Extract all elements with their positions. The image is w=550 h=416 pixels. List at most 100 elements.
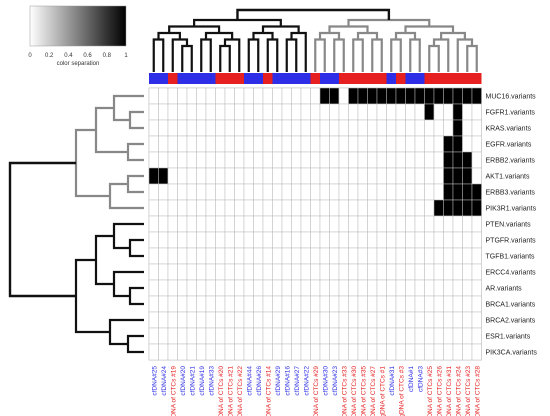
heatmap-cell <box>471 231 482 249</box>
heatmap-cell <box>272 279 283 297</box>
legend-tick-label: 0 <box>28 53 32 59</box>
heatmap-cell <box>291 151 302 169</box>
heatmap-cell <box>395 167 406 185</box>
heatmap-cell <box>234 199 245 217</box>
heatmap-cell <box>376 183 387 201</box>
heatmap-cell <box>262 343 273 361</box>
heatmap-cell <box>433 263 444 281</box>
dendrogram-branch <box>390 38 402 72</box>
column-label: cfDNA#24 <box>161 366 168 396</box>
heatmap-cell <box>262 311 273 329</box>
heatmap-cell <box>234 327 245 345</box>
heatmap-cell <box>300 199 311 217</box>
heatmap-cell <box>357 183 368 201</box>
heatmap-cell <box>224 103 235 121</box>
heatmap-cell <box>300 87 311 105</box>
heatmap-cell <box>177 87 188 105</box>
heatmap-cell <box>414 183 425 201</box>
heatmap-cell <box>471 199 482 217</box>
heatmap-cell <box>234 119 245 137</box>
heatmap-cell <box>224 119 235 137</box>
heatmap-cell <box>443 199 454 217</box>
heatmap-cell <box>281 135 292 153</box>
column-label: gDNA of CTCs #33 <box>341 366 348 416</box>
dendrogram-branch <box>126 142 144 162</box>
heatmap-cell <box>443 135 454 153</box>
heatmap-cell <box>281 343 292 361</box>
column-dendrogram <box>152 8 478 72</box>
heatmap-cell <box>158 231 169 249</box>
heatmap-cell <box>196 327 207 345</box>
heatmap-cell <box>158 135 169 153</box>
heatmap-cell <box>224 343 235 361</box>
heatmap-cell <box>348 87 359 105</box>
heatmap-cell <box>357 231 368 249</box>
heatmap-cell <box>414 231 425 249</box>
heatmap-cell <box>452 343 463 361</box>
heatmap-cell <box>367 343 378 361</box>
heatmap-cell <box>234 167 245 185</box>
heatmap-cell <box>234 295 245 313</box>
heatmap-cell <box>424 103 435 121</box>
heatmap-cell <box>471 167 482 185</box>
heatmap-cell <box>452 295 463 313</box>
row-label: PTEN.variants <box>486 222 532 229</box>
heatmap-cell <box>452 87 463 105</box>
heatmap-cell <box>243 103 254 121</box>
heatmap-cell <box>205 263 216 281</box>
heatmap-cell <box>215 183 226 201</box>
heatmap-cell <box>196 295 207 313</box>
heatmap-cell <box>414 151 425 169</box>
heatmap-cell <box>243 295 254 313</box>
heatmap-cell <box>471 103 482 121</box>
heatmap-cell <box>167 263 178 281</box>
heatmap-cell <box>253 327 264 345</box>
group-bar-segment <box>168 73 178 84</box>
heatmap-cell <box>433 167 444 185</box>
heatmap-cell <box>158 343 169 361</box>
heatmap-cell <box>300 343 311 361</box>
heatmap-cell <box>452 151 463 169</box>
heatmap-cell <box>452 199 463 217</box>
heatmap-cell <box>215 247 226 265</box>
heatmap-cell <box>243 279 254 297</box>
heatmap-cell <box>281 327 292 345</box>
column-label: gDNA of CTCs #31 <box>446 366 453 416</box>
heatmap-cell <box>376 87 387 105</box>
heatmap-cell <box>471 279 482 297</box>
heatmap-cell <box>177 151 188 169</box>
column-label: gDNA of CTCs #21 <box>227 366 234 416</box>
heatmap-cell <box>443 343 454 361</box>
heatmap-cell <box>338 279 349 297</box>
heatmap-cell <box>205 119 216 137</box>
heatmap-cell <box>376 343 387 361</box>
heatmap-cell <box>262 279 273 297</box>
heatmap-cell <box>319 311 330 329</box>
heatmap-cell <box>262 119 273 137</box>
heatmap-cell <box>224 199 235 217</box>
heatmap-cell <box>186 135 197 153</box>
heatmap-cell <box>329 311 340 329</box>
heatmap-cell <box>414 167 425 185</box>
heatmap-cell <box>329 263 340 281</box>
heatmap-cell <box>300 183 311 201</box>
column-label: gDNA of CTCs #29 <box>313 366 320 416</box>
dendrogram-branch <box>219 44 231 72</box>
heatmap-cell <box>367 103 378 121</box>
heatmap-cell <box>243 327 254 345</box>
dendrogram-branch <box>247 38 260 72</box>
heatmap-cell <box>253 343 264 361</box>
heatmap-cell <box>319 151 330 169</box>
heatmap-cell <box>405 151 416 169</box>
group-bar-segment <box>329 73 339 84</box>
heatmap-cell <box>243 199 254 217</box>
row-label: ERCC4.variants <box>486 270 537 277</box>
heatmap-cell <box>281 183 292 201</box>
heatmap-cell <box>376 119 387 137</box>
heatmap-cell <box>158 215 169 233</box>
heatmap-cell <box>433 279 444 297</box>
heatmap-cell <box>205 151 216 169</box>
heatmap-cell <box>405 327 416 345</box>
heatmap-cell <box>357 119 368 137</box>
heatmap-cell <box>348 199 359 217</box>
